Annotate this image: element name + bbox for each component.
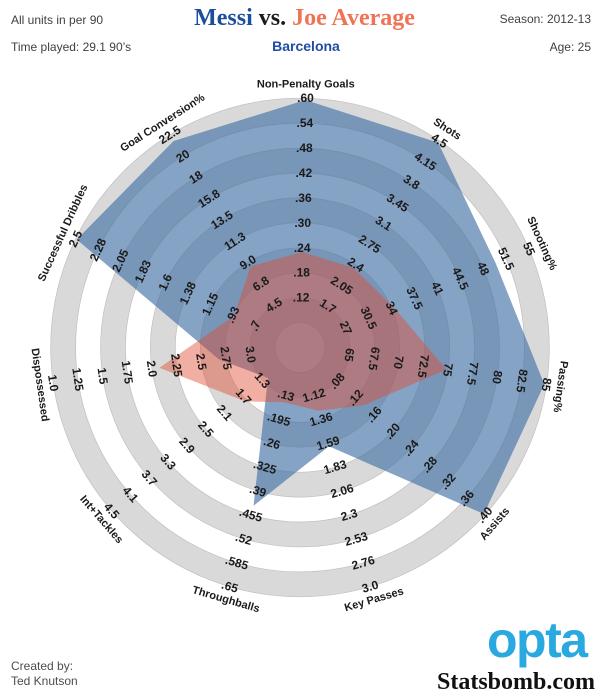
svg-text:.18: .18: [293, 266, 310, 280]
svg-text:.52: .52: [234, 530, 254, 548]
svg-text:55: 55: [520, 240, 538, 258]
svg-text:85: 85: [539, 377, 555, 393]
svg-text:.30: .30: [294, 216, 311, 230]
svg-text:3.0: 3.0: [360, 578, 380, 596]
svg-text:80: 80: [489, 370, 505, 386]
svg-text:.36: .36: [295, 191, 312, 205]
svg-text:70: 70: [391, 355, 407, 371]
svg-text:82.5: 82.5: [513, 368, 530, 393]
svg-text:1.0: 1.0: [45, 374, 61, 393]
svg-text:2.5: 2.5: [193, 352, 209, 371]
svg-text:34: 34: [382, 299, 400, 317]
svg-text:.455: .455: [238, 505, 265, 525]
svg-text:2.5: 2.5: [66, 228, 86, 249]
svg-text:.39: .39: [248, 482, 268, 500]
svg-text:.585: .585: [224, 553, 251, 573]
svg-text:.93: .93: [223, 304, 243, 325]
svg-text:2.76: 2.76: [350, 553, 377, 573]
svg-text:1.12: 1.12: [301, 385, 328, 405]
svg-text:.54: .54: [297, 116, 314, 130]
svg-text:1.5: 1.5: [94, 367, 110, 386]
svg-text:Non-Penalty Goals: Non-Penalty Goals: [257, 79, 355, 91]
svg-text:2.53: 2.53: [343, 529, 370, 549]
svg-text:.48: .48: [296, 141, 313, 155]
svg-text:.13: .13: [276, 386, 296, 404]
svg-text:.325: .325: [252, 457, 279, 477]
svg-text:77.5: 77.5: [464, 361, 481, 386]
svg-text:1.59: 1.59: [315, 433, 342, 453]
svg-text:75: 75: [440, 362, 456, 378]
svg-text:1.36: 1.36: [308, 409, 335, 429]
svg-text:2.3: 2.3: [339, 506, 359, 524]
svg-text:41: 41: [428, 279, 446, 297]
svg-text:27: 27: [337, 319, 355, 337]
svg-text:1.25: 1.25: [69, 367, 86, 392]
svg-text:72.5: 72.5: [415, 354, 432, 379]
svg-text:.195: .195: [266, 409, 293, 429]
svg-text:48: 48: [474, 260, 492, 278]
svg-text:67.5: 67.5: [365, 346, 382, 371]
svg-text:3.0: 3.0: [242, 345, 258, 364]
svg-text:2.75: 2.75: [217, 346, 234, 371]
svg-text:.60: .60: [297, 91, 314, 105]
svg-text:.12: .12: [293, 291, 310, 305]
svg-text:.42: .42: [295, 166, 312, 180]
svg-text:.26: .26: [262, 434, 282, 452]
svg-text:2.25: 2.25: [168, 353, 185, 378]
svg-text:1.6: 1.6: [155, 272, 175, 293]
svg-text:1.75: 1.75: [119, 360, 136, 385]
svg-text:2.06: 2.06: [329, 481, 356, 501]
svg-text:65: 65: [341, 347, 357, 363]
svg-text:.24: .24: [294, 241, 311, 255]
svg-text:2.0: 2.0: [144, 360, 160, 379]
svg-text:1.83: 1.83: [322, 457, 349, 477]
svg-text:.65: .65: [220, 578, 240, 596]
